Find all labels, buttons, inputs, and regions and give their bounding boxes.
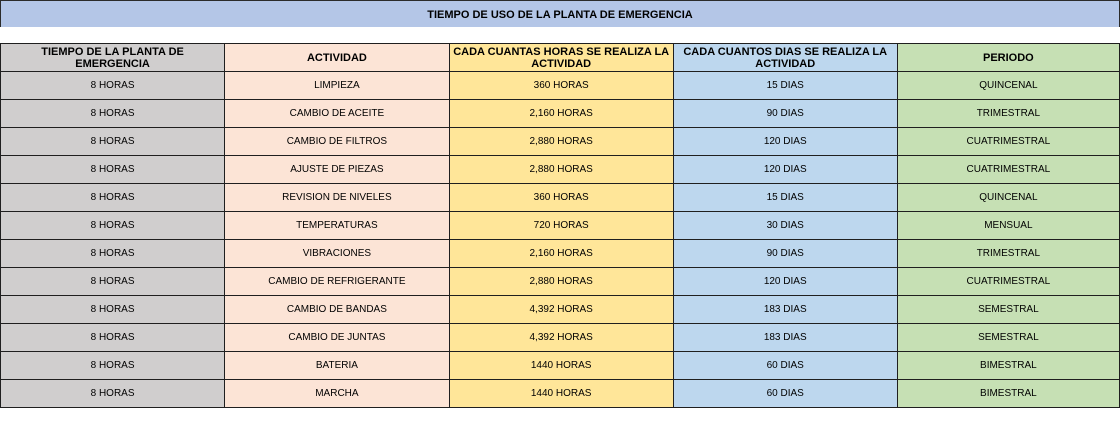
cell-hours: 1440 HORAS [448,351,674,380]
cell-activity: AJUSTE DE PIEZAS [224,155,450,184]
cell-hours: 2,880 HORAS [448,127,674,156]
cell-activity: MARCHA [224,379,450,408]
cell-hours: 360 HORAS [448,71,674,100]
cell-activity: LIMPIEZA [224,71,450,100]
sheet-title: TIEMPO DE USO DE LA PLANTA DE EMERGENCIA [0,0,1120,29]
cell-days: 15 DIAS [672,183,898,212]
cell-hours: 2,880 HORAS [448,155,674,184]
cell-time: 8 HORAS [0,295,226,324]
cell-period: TRIMESTRAL [896,239,1120,268]
cell-time: 8 HORAS [0,351,226,380]
cell-hours: 720 HORAS [448,211,674,240]
cell-time: 8 HORAS [0,155,226,184]
cell-days: 60 DIAS [672,351,898,380]
table-row: 8 HORAS CAMBIO DE REFRIGERANTE 2,880 HORAS… [0,267,1120,296]
table-row: 8 HORAS TEMPERATURAS 720 HORAS 30 DIAS MENSU… [0,211,1120,240]
cell-time: 8 HORAS [0,71,226,100]
cell-hours: 2,160 HORAS [448,99,674,128]
header-cell-hours: CADA CUANTAS HORAS SE REALIZA LA ACTIVID… [448,43,674,72]
cell-days: 90 DIAS [672,239,898,268]
table-row: 8 HORAS VIBRACIONES 2,160 HORAS 90 DIAS TRIM… [0,239,1120,268]
cell-hours: 2,160 HORAS [448,239,674,268]
cell-time: 8 HORAS [0,183,226,212]
cell-period: TRIMESTRAL [896,99,1120,128]
table-header-row: TIEMPO DE LA PLANTA DE EMERGENCIA ACTIVI… [0,43,1120,72]
cell-period: BIMESTRAL [896,351,1120,380]
cell-activity: CAMBIO DE FILTROS [224,127,450,156]
cell-period: QUINCENAL [896,183,1120,212]
cell-days: 120 DIAS [672,267,898,296]
header-cell-period: PERIODO [896,43,1120,72]
table-row: 8 HORAS CAMBIO DE BANDAS 4,392 HORAS 183 DI… [0,295,1120,324]
table-row: 8 HORAS CAMBIO DE ACEITE 2,160 HORAS 90 DIA… [0,99,1120,128]
cell-days: 120 DIAS [672,155,898,184]
table-row: 8 HORAS MARCHA 1440 HORAS 60 DIAS BIMESTRAL [0,379,1120,408]
cell-period: SEMESTRAL [896,323,1120,352]
cell-activity: CAMBIO DE ACEITE [224,99,450,128]
cell-time: 8 HORAS [0,323,226,352]
cell-period: SEMESTRAL [896,295,1120,324]
cell-period: CUATRIMESTRAL [896,267,1120,296]
cell-days: 15 DIAS [672,71,898,100]
cell-time: 8 HORAS [0,127,226,156]
table-row: 8 HORAS CAMBIO DE JUNTAS 4,392 HORAS 183 DI… [0,323,1120,352]
header-cell-time: TIEMPO DE LA PLANTA DE EMERGENCIA [0,43,226,72]
cell-activity: CAMBIO DE JUNTAS [224,323,450,352]
cell-days: 30 DIAS [672,211,898,240]
cell-time: 8 HORAS [0,211,226,240]
cell-time: 8 HORAS [0,99,226,128]
cell-period: CUATRIMESTRAL [896,155,1120,184]
cell-hours: 4,392 HORAS [448,295,674,324]
cell-activity: VIBRACIONES [224,239,450,268]
cell-activity: BATERIA [224,351,450,380]
title-divider [0,27,1120,29]
cell-time: 8 HORAS [0,239,226,268]
cell-days: 183 DIAS [672,323,898,352]
cell-days: 120 DIAS [672,127,898,156]
cell-activity: REVISION DE NIVELES [224,183,450,212]
cell-hours: 2,880 HORAS [448,267,674,296]
cell-period: BIMESTRAL [896,379,1120,408]
cell-period: QUINCENAL [896,71,1120,100]
cell-time: 8 HORAS [0,379,226,408]
cell-days: 183 DIAS [672,295,898,324]
header-cell-days: CADA CUANTOS DIAS SE REALIZA LA ACTIVIDA… [672,43,898,72]
cell-activity: TEMPERATURAS [224,211,450,240]
cell-activity: CAMBIO DE BANDAS [224,295,450,324]
cell-hours: 1440 HORAS [448,379,674,408]
table-row: 8 HORAS LIMPIEZA 360 HORAS 15 DIAS QUINCENAL [0,71,1120,100]
cell-period: MENSUAL [896,211,1120,240]
header-cell-activity: ACTIVIDAD [224,43,450,72]
cell-days: 90 DIAS [672,99,898,128]
table-row: 8 HORAS REVISION DE NIVELES 360 HORAS 15 DI… [0,183,1120,212]
cell-hours: 4,392 HORAS [448,323,674,352]
table-body: TIEMPO DE LA PLANTA DE EMERGENCIA ACTIVI… [0,43,1120,408]
cell-activity: CAMBIO DE REFRIGERANTE [224,267,450,296]
table-row: 8 HORAS CAMBIO DE FILTROS 2,880 HORAS 120 D… [0,127,1120,156]
cell-days: 60 DIAS [672,379,898,408]
table-row: 8 HORAS BATERIA 1440 HORAS 60 DIAS BIMESTRAL [0,351,1120,380]
cell-period: CUATRIMESTRAL [896,127,1120,156]
table-row: 8 HORAS AJUSTE DE PIEZAS 2,880 HORAS 120 DI… [0,155,1120,184]
cell-hours: 360 HORAS [448,183,674,212]
maintenance-table: TIEMPO DE LA PLANTA DE EMERGENCIA ACTIVI… [0,43,1120,408]
cell-time: 8 HORAS [0,267,226,296]
